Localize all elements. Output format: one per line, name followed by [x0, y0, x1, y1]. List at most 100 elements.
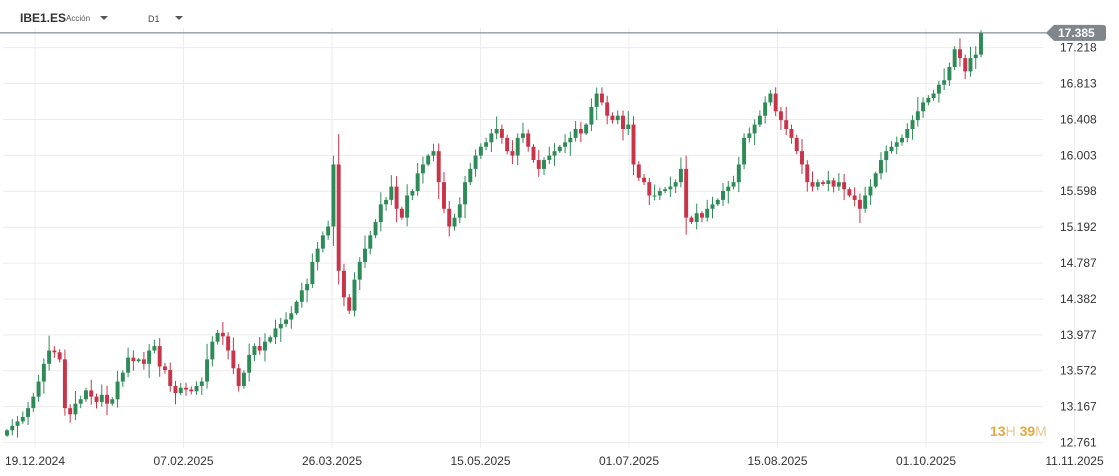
time-axis[interactable]: 19.12.2024 07.02.2025 26.03.2025 15.05.2025… [5, 454, 1104, 468]
price-tick-label: 16.813 [1060, 77, 1097, 91]
timeframe-dropdown-chevron-down-icon[interactable] [175, 16, 183, 20]
candle-body [773, 93, 778, 112]
candle-body [226, 336, 231, 351]
candle-body [126, 357, 131, 373]
candle [389, 175, 394, 206]
candle [626, 111, 631, 136]
candle [226, 332, 231, 360]
candle-body [305, 284, 310, 291]
candle [663, 186, 668, 194]
price-tick-label: 15.598 [1060, 184, 1097, 198]
candle-body [668, 186, 673, 190]
candle [847, 187, 852, 198]
candle [621, 110, 625, 141]
candle-body [36, 381, 41, 397]
symbol-label[interactable]: IBE1.ES [20, 11, 67, 25]
candle [241, 370, 246, 389]
candle [205, 343, 210, 389]
candle-body [536, 160, 541, 169]
candle-body [447, 208, 452, 227]
candle-body [815, 182, 820, 187]
candle [536, 149, 541, 177]
candle-body [742, 137, 747, 165]
candle-body [141, 359, 146, 364]
candle [473, 149, 478, 177]
candle [31, 392, 36, 412]
candle-body [120, 372, 125, 382]
candle-body [505, 137, 510, 152]
candle [652, 184, 657, 201]
candle [894, 136, 899, 155]
candle-body [452, 217, 457, 227]
date-tick-label: 15.08.2025 [747, 454, 807, 468]
candle-body [73, 403, 78, 415]
candle [384, 196, 389, 211]
candle-body [979, 32, 983, 55]
candle [979, 30, 983, 58]
candle-body [205, 359, 210, 382]
candle-body [352, 279, 357, 311]
candle-body [236, 368, 241, 386]
candle-body [836, 182, 841, 187]
candle-body [699, 213, 704, 218]
candle [299, 282, 304, 308]
candle [957, 38, 962, 67]
candle-body [673, 182, 678, 187]
candle [305, 278, 310, 303]
candle-body [252, 346, 257, 355]
candle [294, 300, 299, 315]
candle [863, 186, 868, 213]
candle [5, 428, 9, 437]
candle [578, 122, 583, 143]
candle-body [573, 129, 578, 138]
candle [310, 253, 315, 288]
candle-body [199, 381, 204, 386]
candle-body [499, 129, 504, 138]
candle [520, 122, 525, 143]
price-axis[interactable]: 17.218 16.813 16.408 16.003 15.598 15.192 14.7… [1060, 41, 1097, 450]
candle-body [968, 58, 973, 72]
candle [231, 337, 236, 375]
candle [752, 119, 757, 146]
candle [931, 89, 936, 101]
candle [884, 145, 889, 173]
candle [821, 180, 826, 187]
candle-body [341, 270, 346, 298]
candle-body [389, 186, 394, 200]
asset-type-label: Acción [66, 14, 91, 23]
candle-body [241, 372, 246, 386]
candle [573, 120, 578, 142]
candle-body [68, 408, 73, 415]
candle [68, 404, 73, 423]
candle-body [110, 399, 115, 404]
candle-body [410, 191, 415, 196]
candle-body [563, 142, 568, 147]
candle [89, 379, 94, 405]
candle [157, 338, 162, 377]
candle [352, 272, 357, 317]
candle-body [357, 261, 362, 280]
candle-body [268, 337, 273, 342]
candle-body [873, 173, 878, 187]
candle [357, 257, 362, 291]
candle-body [468, 168, 473, 183]
candle-body [278, 323, 283, 329]
candle [120, 370, 125, 387]
candle [636, 161, 641, 182]
candle [141, 351, 146, 370]
candle-body [147, 350, 152, 364]
candle [405, 184, 410, 227]
candle-body [921, 102, 926, 112]
candle-body [520, 133, 525, 138]
candle-body [657, 191, 662, 196]
candle-body [842, 182, 847, 190]
candle-body [821, 182, 826, 184]
timeframe-label[interactable]: D1 [148, 14, 160, 24]
candle [499, 124, 504, 144]
symbol-dropdown-chevron-down-icon[interactable] [100, 16, 108, 20]
candle-body [26, 408, 31, 417]
candle-body [568, 137, 573, 143]
candle-body [326, 226, 331, 236]
candle-body [778, 111, 783, 121]
